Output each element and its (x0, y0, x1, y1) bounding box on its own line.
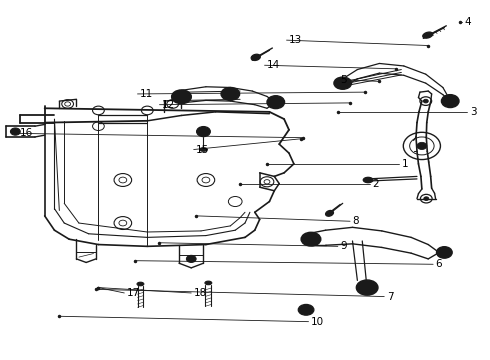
Ellipse shape (221, 87, 240, 100)
Ellipse shape (363, 177, 373, 183)
Circle shape (423, 99, 428, 103)
Ellipse shape (305, 235, 317, 243)
Text: 9: 9 (340, 241, 347, 251)
Text: 8: 8 (352, 216, 359, 226)
Ellipse shape (356, 280, 378, 295)
Text: 4: 4 (465, 17, 471, 27)
Ellipse shape (175, 93, 188, 101)
Text: 14: 14 (267, 60, 280, 70)
Circle shape (196, 127, 210, 136)
Text: 13: 13 (289, 35, 302, 45)
Ellipse shape (334, 77, 351, 89)
Text: 10: 10 (311, 317, 324, 327)
Ellipse shape (301, 232, 321, 246)
Circle shape (186, 255, 196, 262)
Text: 1: 1 (401, 159, 408, 169)
Ellipse shape (360, 283, 374, 292)
Text: 16: 16 (20, 129, 33, 138)
Circle shape (267, 96, 285, 109)
Text: 6: 6 (436, 259, 442, 269)
Ellipse shape (301, 307, 311, 313)
Ellipse shape (325, 211, 334, 216)
Ellipse shape (172, 90, 191, 104)
Ellipse shape (337, 80, 348, 87)
Circle shape (308, 237, 314, 241)
Circle shape (437, 247, 452, 258)
Circle shape (424, 197, 429, 201)
Ellipse shape (205, 281, 212, 285)
Text: 12: 12 (162, 100, 175, 110)
Circle shape (200, 129, 207, 134)
Circle shape (304, 308, 309, 312)
Text: 17: 17 (127, 288, 140, 298)
Ellipse shape (298, 305, 314, 315)
Text: 3: 3 (470, 107, 476, 117)
Circle shape (13, 130, 17, 133)
Ellipse shape (225, 90, 236, 98)
Circle shape (178, 95, 184, 99)
Text: 15: 15 (196, 144, 209, 154)
Text: 11: 11 (140, 89, 153, 99)
Circle shape (417, 142, 427, 149)
Text: 18: 18 (194, 288, 207, 298)
Text: 5: 5 (340, 75, 347, 85)
Text: 7: 7 (387, 292, 393, 302)
Ellipse shape (251, 54, 260, 60)
Circle shape (340, 81, 345, 85)
Text: 2: 2 (372, 179, 379, 189)
Ellipse shape (423, 32, 433, 38)
Circle shape (364, 285, 370, 290)
Ellipse shape (199, 148, 207, 151)
Ellipse shape (137, 282, 144, 286)
Circle shape (10, 128, 20, 135)
Circle shape (441, 95, 459, 108)
